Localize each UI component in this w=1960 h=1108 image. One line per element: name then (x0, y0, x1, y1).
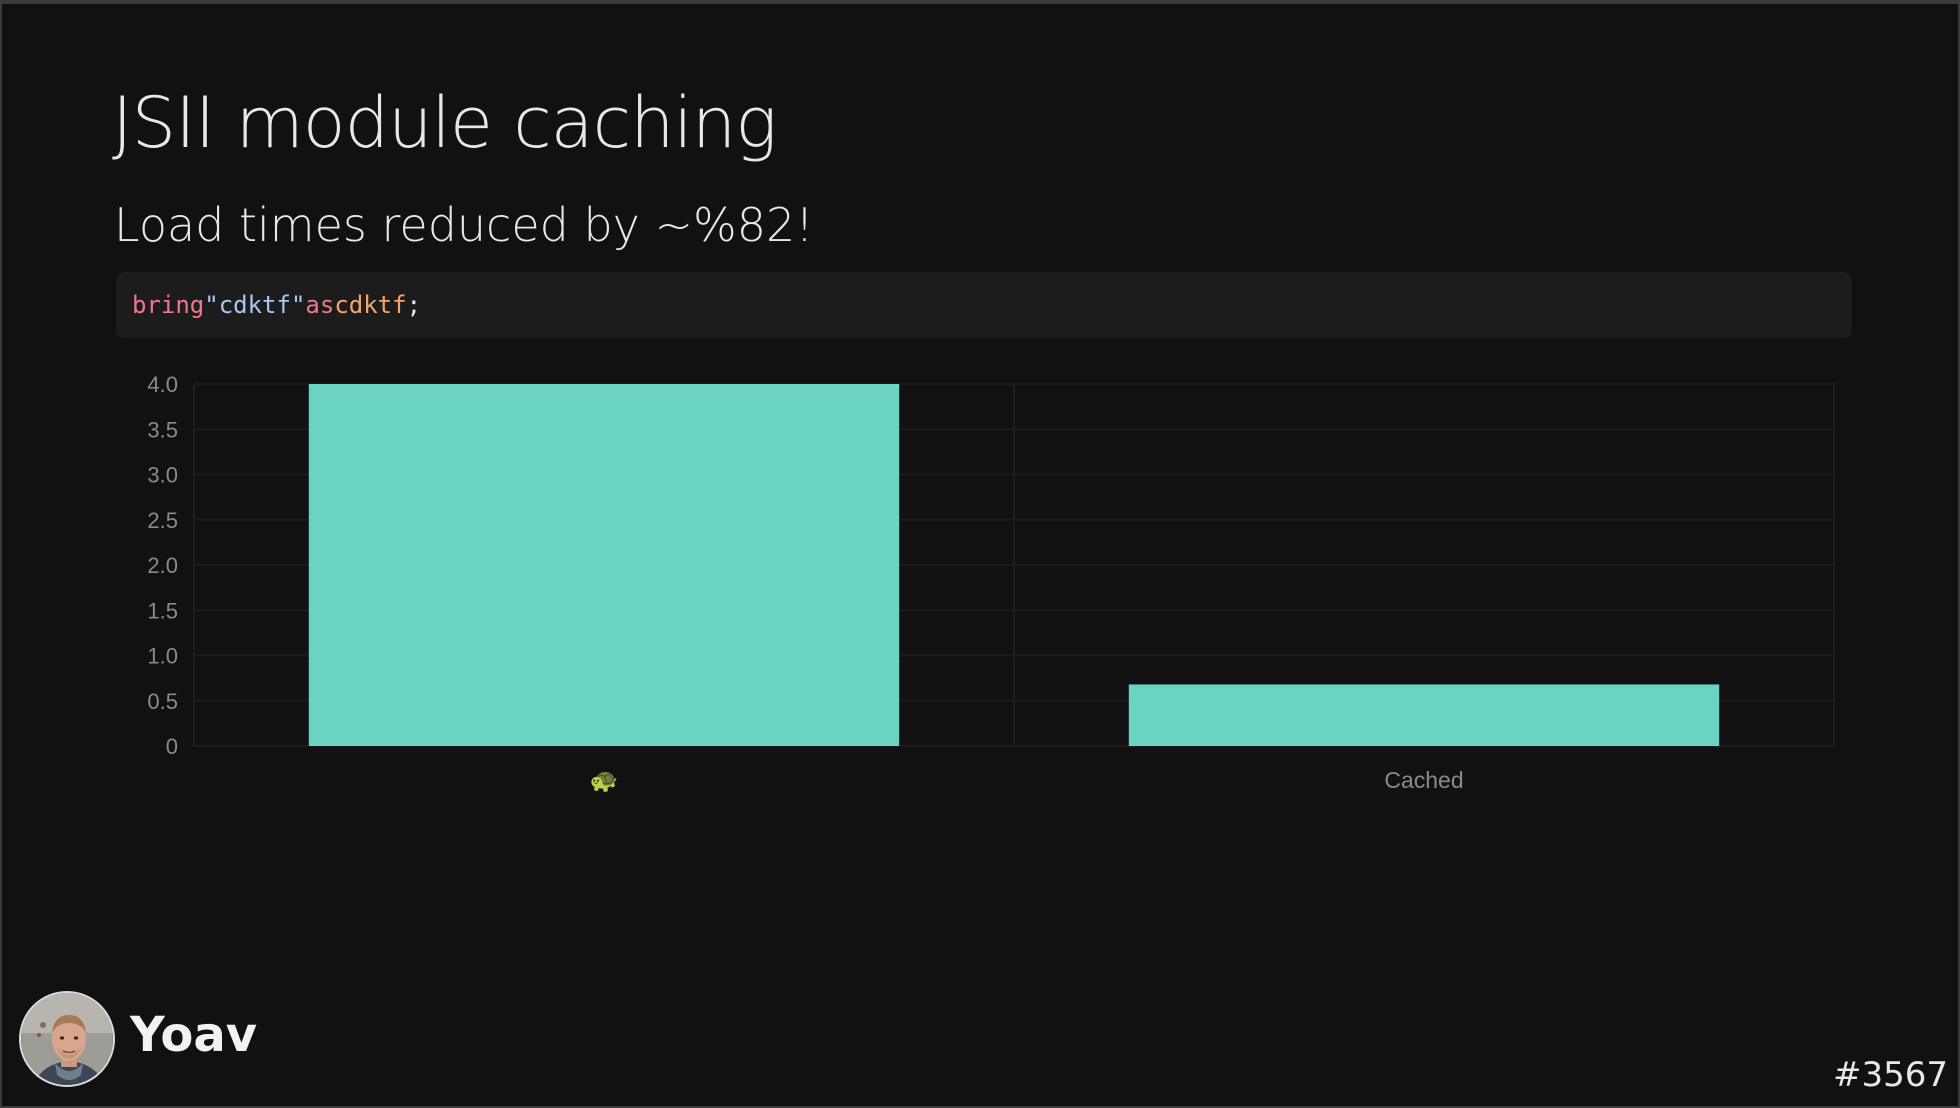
code-block: bring "cdktf" as cdktf; (116, 272, 1852, 338)
avatar-photo-icon (21, 993, 113, 1085)
y-tick-label: 1.0 (147, 644, 178, 669)
chart-y-axis: 0 0.5 1.0 1.5 2.0 2.5 3.0 3.5 4.0 (147, 372, 178, 759)
code-terminator: ; (406, 291, 422, 319)
y-tick-label: 0 (166, 734, 178, 759)
y-tick-label: 3.0 (147, 463, 178, 488)
x-tick-label: Cached (1384, 767, 1463, 793)
y-tick-label: 2.0 (147, 553, 178, 578)
y-tick-label: 4.0 (147, 372, 178, 397)
slide-subtitle: Load times reduced by ~%82! (114, 198, 814, 252)
presenter-name: Yoav (130, 1007, 258, 1063)
y-tick-label: 0.5 (147, 689, 178, 714)
chart-x-axis: 🐢 Cached (590, 767, 1464, 793)
y-tick-label: 2.5 (147, 508, 178, 533)
bar-uncached (308, 384, 900, 746)
slide-number: #3567 (1832, 1055, 1948, 1095)
bar-chart: 0 0.5 1.0 1.5 2.0 2.5 3.0 3.5 4.0 🐢 Cached (147, 372, 1835, 793)
code-keyword-bring: bring (132, 291, 205, 319)
slide-title: JSII module caching (112, 82, 777, 164)
code-identifier: cdktf (334, 291, 407, 319)
code-keyword-as: as (305, 291, 335, 319)
bar-cached (1128, 684, 1720, 746)
x-tick-label: 🐢 (590, 767, 619, 793)
presenter-avatar (19, 991, 115, 1087)
chart-bars (308, 384, 1720, 746)
y-tick-label: 3.5 (147, 417, 178, 442)
code-string: "cdktf" (204, 291, 306, 319)
y-tick-label: 1.5 (147, 598, 178, 623)
